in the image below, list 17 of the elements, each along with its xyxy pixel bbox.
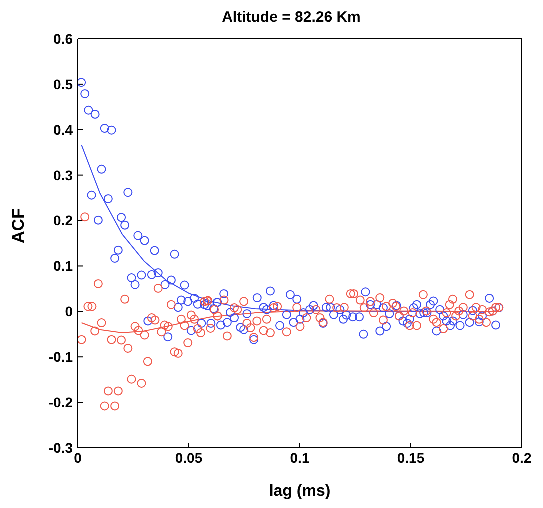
x-tick-label: 0.2	[512, 450, 532, 466]
x-tick-label: 0.15	[397, 450, 425, 466]
y-tick-label: -0.3	[48, 440, 74, 456]
y-tick-label: -0.2	[48, 394, 74, 411]
x-tick-label: 0.05	[175, 450, 203, 466]
y-tick-label: 0.6	[54, 30, 74, 47]
chart-title: Altitude = 82.26 Km	[221, 8, 362, 28]
y-tick-label: 0.3	[54, 167, 74, 184]
y-tick-label: -0.1	[48, 349, 74, 366]
y-tick-label: 0	[65, 304, 74, 320]
y-tick-label: 0.5	[54, 76, 74, 92]
x-tick-label: 0.1	[290, 450, 310, 466]
x-axis-title: lag (ms)	[269, 483, 331, 500]
y-tick-label: 0.4	[54, 122, 74, 138]
y-tick-label: 0.2	[54, 212, 74, 229]
y-axis-title: ACF	[9, 208, 28, 244]
y-tick-label: 0.1	[54, 258, 74, 274]
